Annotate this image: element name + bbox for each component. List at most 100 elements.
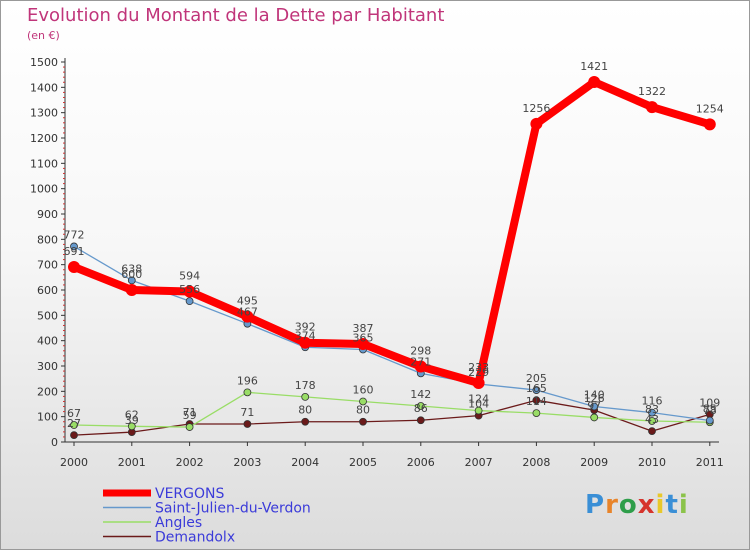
data-label: 140: [584, 389, 605, 402]
data-label: 78: [703, 404, 717, 417]
data-label: 165: [526, 382, 547, 395]
logo-letter: r: [605, 490, 619, 520]
data-point: [530, 117, 543, 130]
data-point: [357, 337, 369, 350]
data-point: [70, 421, 78, 429]
data-label: 271: [410, 355, 431, 368]
data-point: [648, 417, 656, 425]
data-point: [70, 242, 78, 251]
data-label: 126: [584, 392, 605, 405]
logo-letter: i: [655, 490, 666, 520]
x-tick-label: 2006: [407, 456, 435, 469]
data-point: [359, 397, 367, 406]
data-point: [185, 423, 194, 431]
x-tick-label: 2005: [349, 456, 377, 469]
x-tick-label: 2001: [118, 456, 146, 469]
y-tick-label: 900: [37, 208, 58, 221]
y-tick-label: 0: [51, 436, 58, 449]
series-line-2: [73, 391, 711, 428]
data-point: [301, 417, 310, 426]
data-label: 365: [353, 332, 374, 345]
y-tick-label: 1500: [30, 56, 58, 69]
data-point: [532, 386, 541, 394]
x-tick-label: 2003: [233, 456, 261, 469]
data-label: 142: [410, 388, 431, 401]
data-point: [243, 420, 252, 428]
x-tick-label: 2010: [638, 456, 666, 469]
y-tick-label: 200: [37, 385, 58, 398]
data-label: 116: [642, 395, 663, 408]
data-label: 71: [240, 406, 254, 419]
data-point: [127, 276, 136, 285]
data-label: 196: [237, 374, 258, 387]
data-label: 229: [468, 366, 489, 379]
y-tick-label: 1100: [30, 157, 58, 170]
proxiti-logo: Proxiti: [585, 490, 689, 520]
data-label: 109: [699, 396, 720, 409]
data-point: [299, 336, 312, 349]
y-tick-label: 1000: [30, 183, 58, 196]
series-line-0: [70, 78, 714, 387]
data-label: 104: [468, 398, 489, 411]
y-tick-label: 100: [37, 411, 58, 424]
data-point: [125, 284, 138, 296]
data-label: 467: [237, 306, 258, 319]
data-point: [648, 427, 656, 436]
y-tick-label: 300: [37, 360, 58, 373]
data-label: 178: [295, 379, 316, 392]
data-point: [185, 297, 194, 306]
data-point: [241, 310, 254, 323]
x-tick-label: 2004: [291, 456, 319, 469]
data-point: [416, 416, 425, 425]
data-label: 27: [67, 417, 81, 430]
legend-label: Demandolx: [155, 530, 235, 546]
y-tick-label: 700: [37, 259, 58, 272]
data-label: 86: [414, 402, 428, 415]
data-point: [301, 393, 310, 401]
data-point: [705, 416, 714, 425]
data-point: [588, 76, 601, 89]
data-point: [532, 409, 541, 418]
data-label: 62: [125, 408, 139, 421]
data-label: 85: [703, 402, 717, 415]
data-label: 97: [587, 399, 601, 412]
data-label: 67: [67, 407, 81, 420]
y-tick-label: 500: [37, 309, 58, 322]
y-tick-label: 400: [37, 335, 58, 348]
data-point: [243, 388, 252, 397]
data-label: 39: [125, 414, 139, 427]
chart-title: Evolution du Montant de la Dette par Hab…: [27, 5, 445, 26]
data-label: 387: [353, 322, 374, 335]
data-label: 233: [468, 361, 489, 374]
x-tick-label: 2008: [522, 456, 550, 469]
data-label: 114: [526, 395, 547, 408]
data-point: [590, 402, 599, 411]
data-point: [68, 260, 80, 273]
data-label: 83: [645, 403, 659, 416]
data-point: [646, 101, 658, 114]
logo-letter: i: [678, 490, 689, 520]
chart-subtitle: (en €): [27, 29, 60, 42]
data-label: 1254: [696, 102, 724, 115]
data-label: 638: [121, 262, 142, 275]
series-line-1: [73, 245, 711, 422]
data-point: [532, 396, 541, 405]
data-point: [127, 422, 136, 431]
data-label: 556: [179, 283, 200, 296]
y-tick-label: 1300: [30, 107, 58, 120]
data-point: [703, 118, 716, 131]
x-tick-label: 2009: [580, 456, 608, 469]
data-label: 71: [183, 406, 197, 419]
data-label: 80: [298, 404, 312, 417]
data-point: [590, 413, 599, 422]
logo-letter: P: [585, 490, 606, 520]
y-tick-label: 600: [37, 284, 58, 297]
data-point: [70, 431, 78, 440]
y-tick-label: 800: [37, 233, 58, 246]
data-point: [474, 406, 483, 415]
data-label: 1256: [522, 102, 550, 115]
data-label: 205: [526, 372, 547, 385]
data-point: [648, 408, 656, 417]
legend-label: VERGONS: [155, 486, 224, 502]
